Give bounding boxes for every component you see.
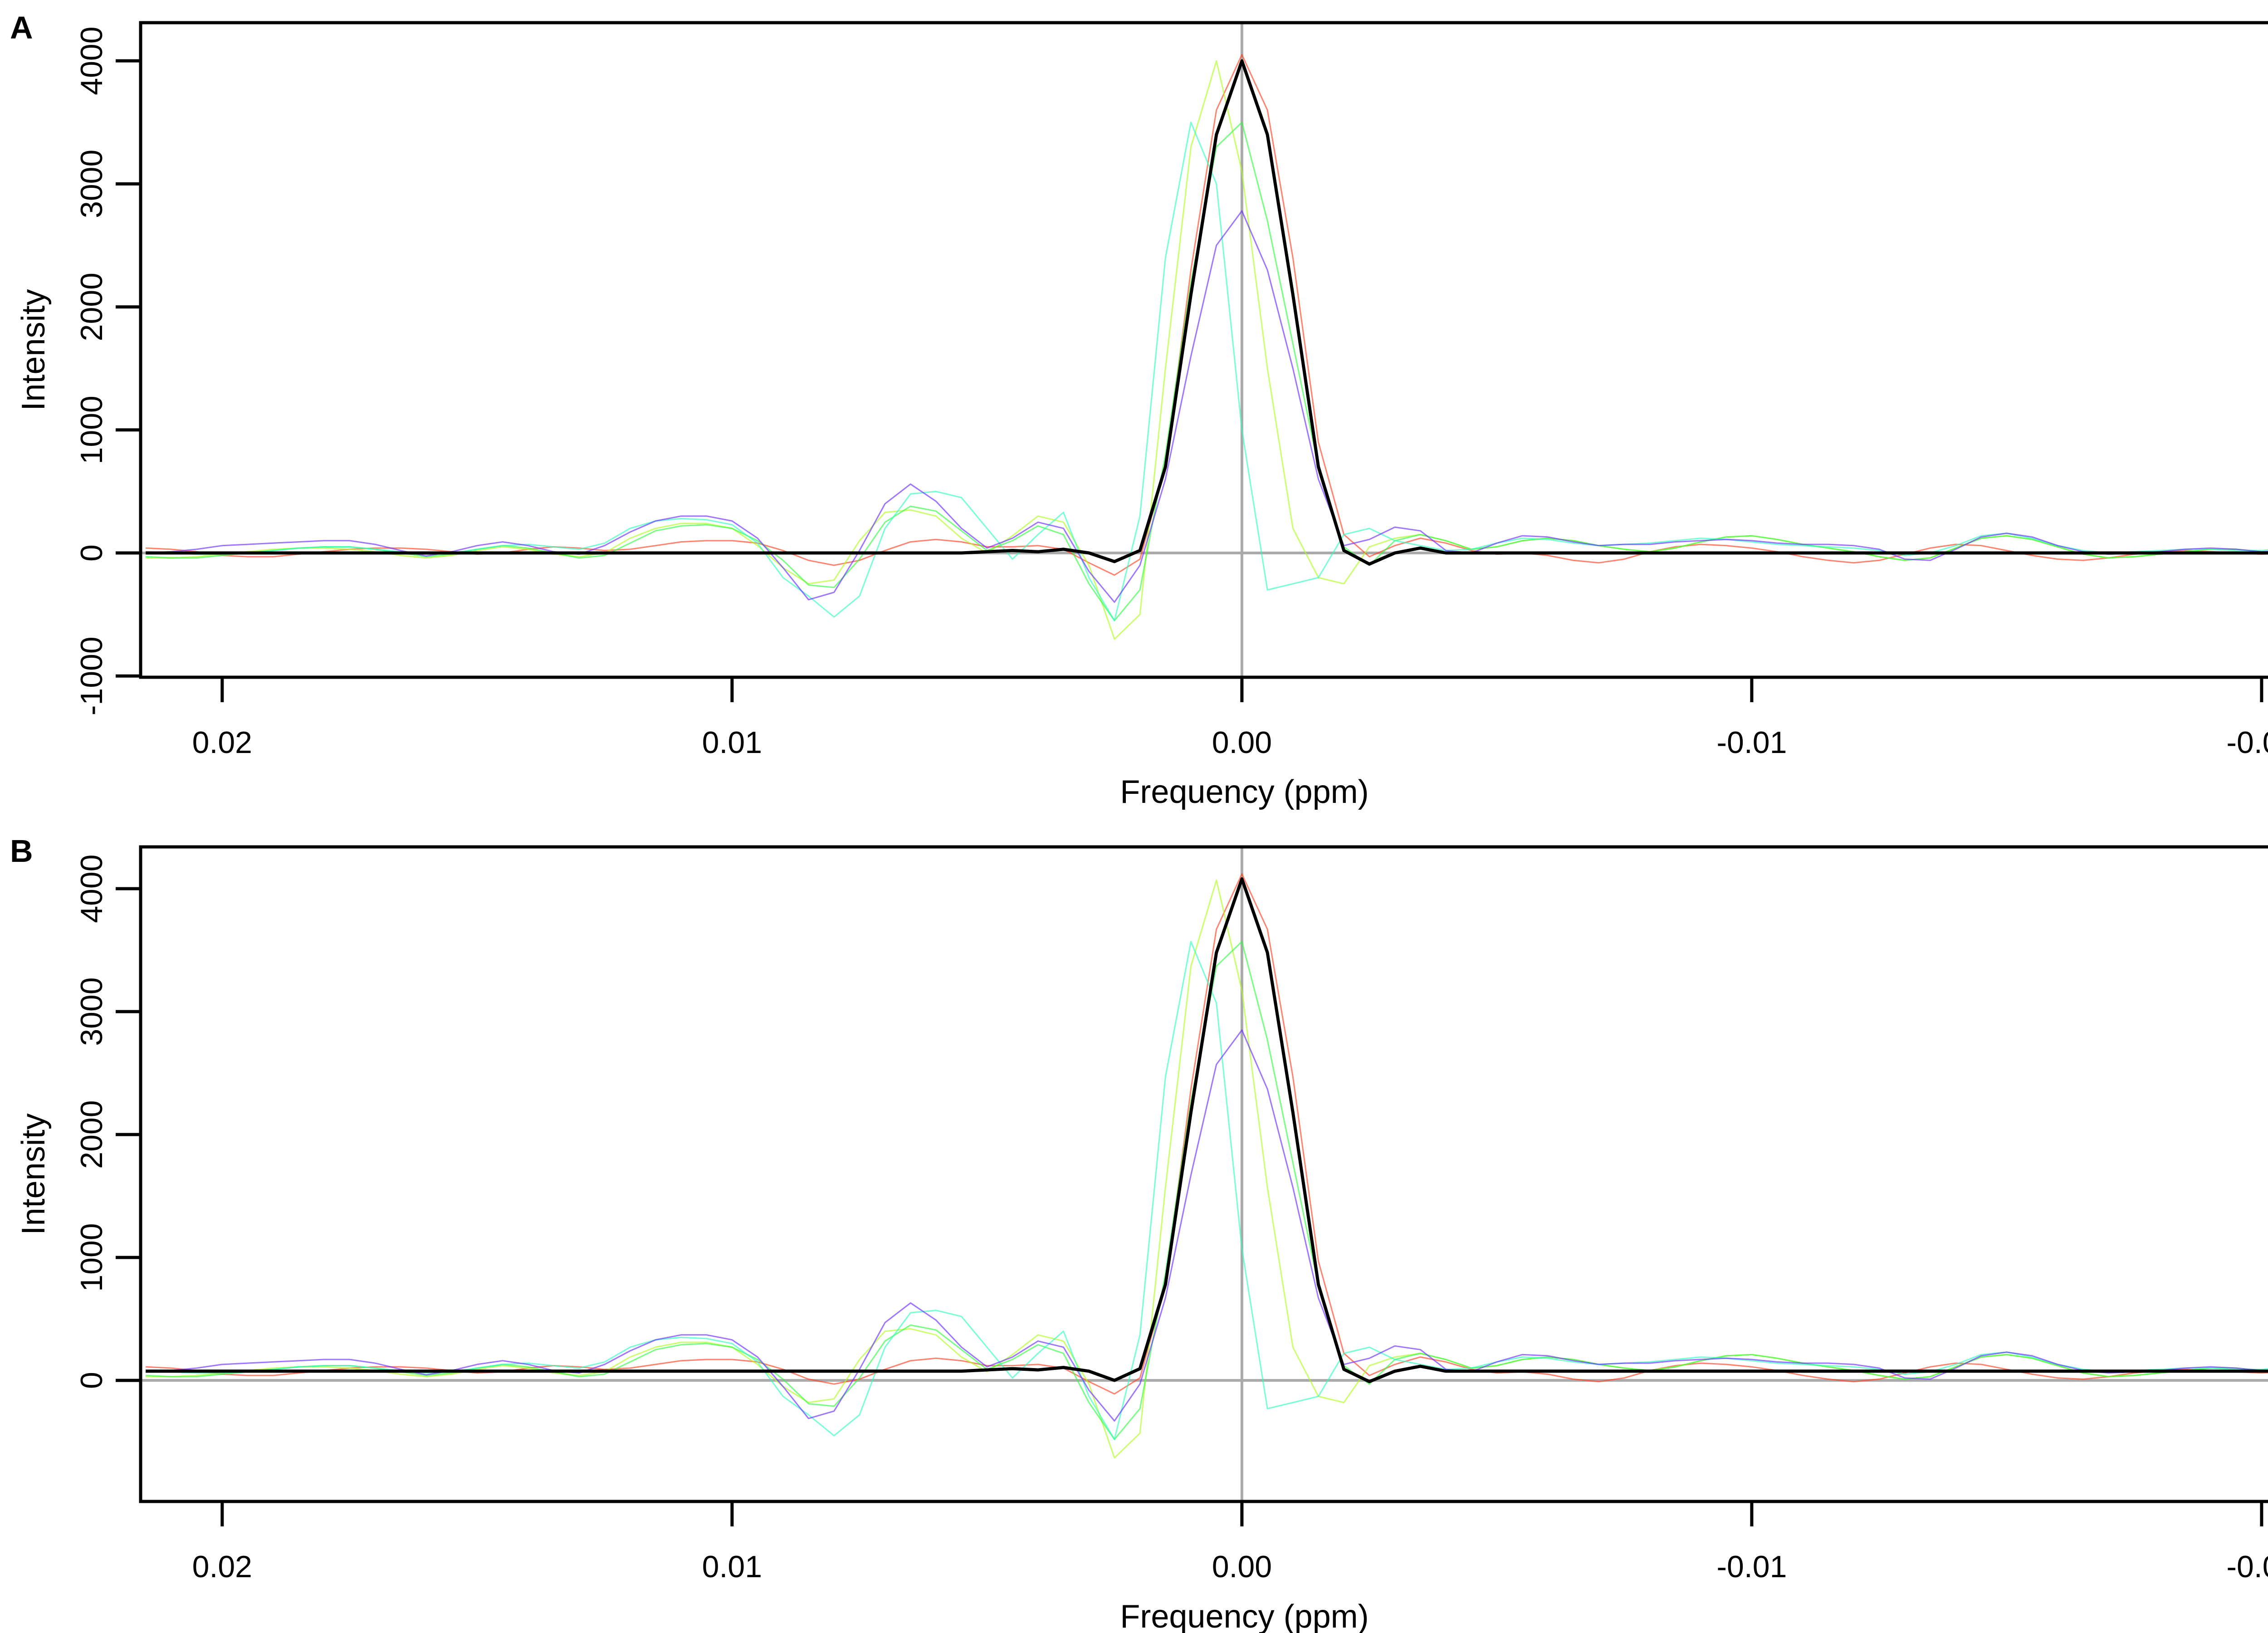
plot-frame: [139, 21, 2268, 679]
spectrum-line-5: [146, 1029, 2268, 1422]
y-axis-title: Intensity: [15, 289, 52, 411]
panel-b: 0.02 0.01 0.00 -0.01 -0.02 0 1000 2000 3000 4000 F…: [10, 833, 2268, 1633]
spectrum-line-4: [146, 941, 2268, 1440]
spectrum-line-1: [146, 873, 2268, 1395]
panel-label: B: [10, 833, 33, 869]
x-tick-label: 0.00: [1212, 1550, 1272, 1584]
plot-frame: [139, 845, 2268, 1503]
y-tick-label: 0: [74, 544, 109, 562]
y-tick-label: 3000: [74, 977, 109, 1046]
panel-label: A: [10, 10, 33, 45]
x-tick-label: 0.02: [192, 1550, 252, 1584]
x-tick-label: 0.01: [702, 1550, 762, 1584]
x-tick-label: 0.02: [192, 725, 252, 760]
y-tick-label: -1000: [74, 636, 109, 715]
x-tick-label: 0.00: [1212, 725, 1272, 760]
x-tick-label: -0.01: [1716, 725, 1787, 760]
reference-spectrum-line: [146, 877, 2268, 1384]
spectrum-line-5: [146, 210, 2268, 603]
y-tick-label: 4000: [74, 26, 109, 95]
x-tick-label: -0.01: [1716, 1550, 1787, 1584]
x-tick-label: -0.02: [2226, 1550, 2268, 1584]
y-tick-label: 1000: [74, 396, 109, 464]
y-tick-label: 2000: [74, 273, 109, 341]
panel-a: 0.02 0.01 0.00 -0.01 -0.02 -1000 0 1000 2000 3000…: [10, 10, 2268, 810]
x-axis-title: Frequency (ppm): [1120, 1599, 1369, 1633]
y-tick-label: 3000: [74, 150, 109, 218]
x-tick-label: 0.01: [702, 725, 762, 760]
series-group: [146, 873, 2268, 1459]
x-tick-label: -0.02: [2226, 725, 2268, 760]
spectrum-line-4: [146, 122, 2268, 621]
reference-spectrum-line: [146, 59, 2268, 566]
y-tick-label: 2000: [74, 1100, 109, 1169]
x-axis-title: Frequency (ppm): [1120, 774, 1369, 810]
y-tick-label: 4000: [74, 854, 109, 923]
y-tick-label: 1000: [74, 1223, 109, 1291]
y-tick-label: 0: [74, 1372, 109, 1389]
y-axis-title: Intensity: [15, 1113, 52, 1235]
series-group: [146, 54, 2268, 640]
spectrum-line-1: [146, 54, 2268, 576]
